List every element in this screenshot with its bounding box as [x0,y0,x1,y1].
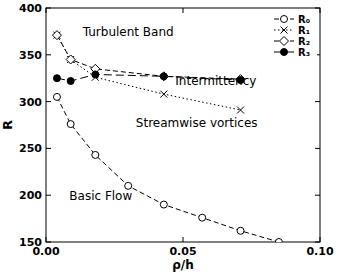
series-line [57,35,241,79]
y-tick-label: 300 [19,96,42,109]
y-tick-label: 200 [19,189,42,202]
x-tick [183,8,184,13]
plot-frame [46,8,320,242]
series-line [57,74,241,81]
legend-label: R₁ [298,25,310,36]
annotation: Streamwise vortices [136,116,258,130]
y-tick [46,54,51,55]
legend-box [272,12,317,60]
annotation: Turbulent Band [82,25,174,39]
x-axis-label: ρ/h [172,258,194,272]
annotation: Basic Flow [69,189,132,203]
plot-area [52,31,282,242]
point [125,182,132,189]
point [53,75,60,82]
x-tick [46,8,47,13]
point [53,32,60,39]
y-tick-label: 250 [19,142,42,155]
point [275,239,282,243]
y-tick [46,148,51,149]
point [160,201,167,208]
y-tick [315,148,320,149]
point [53,93,60,100]
y-tick [46,195,51,196]
y-tick [315,242,320,243]
point [237,227,244,234]
point [67,121,74,128]
x-tick [46,237,47,242]
point [66,55,75,64]
point [160,73,167,80]
point [52,31,61,40]
legend-marker [281,27,288,34]
point [92,151,99,158]
point [67,56,74,63]
x-tick-label: 0.05 [169,245,196,258]
chart: 1502002503003504000.000.050.10ρ/hRTurbul… [0,0,338,273]
x-tick [183,237,184,242]
x-tick [320,8,321,13]
series-line [57,97,279,242]
legend-label: R₃ [298,47,310,58]
y-tick [46,101,51,102]
annotation: Intermittency [175,74,256,88]
x-tick-label: 0.10 [306,245,333,258]
legend-label: R₀ [298,14,310,25]
point [237,77,244,84]
y-axis-label: R [0,120,15,130]
x-tick [320,237,321,242]
y-tick [315,101,320,102]
y-tick [315,8,320,9]
point [199,214,206,221]
legend-marker [281,49,288,56]
point [92,71,99,78]
y-tick-label: 400 [19,2,42,15]
y-tick [46,8,51,9]
x-tick-label: 0.00 [32,245,59,258]
y-tick [46,242,51,243]
y-tick [315,195,320,196]
legend: R₀R₁R₂R₃ [272,12,317,60]
point [160,91,167,98]
point [67,78,74,85]
point [236,75,245,84]
series-line [57,35,241,110]
legend-label: R₂ [298,36,310,47]
point [159,72,168,81]
y-tick-label: 350 [19,49,42,62]
point [237,107,244,114]
legend-marker [280,37,289,46]
legend-marker [281,16,288,23]
